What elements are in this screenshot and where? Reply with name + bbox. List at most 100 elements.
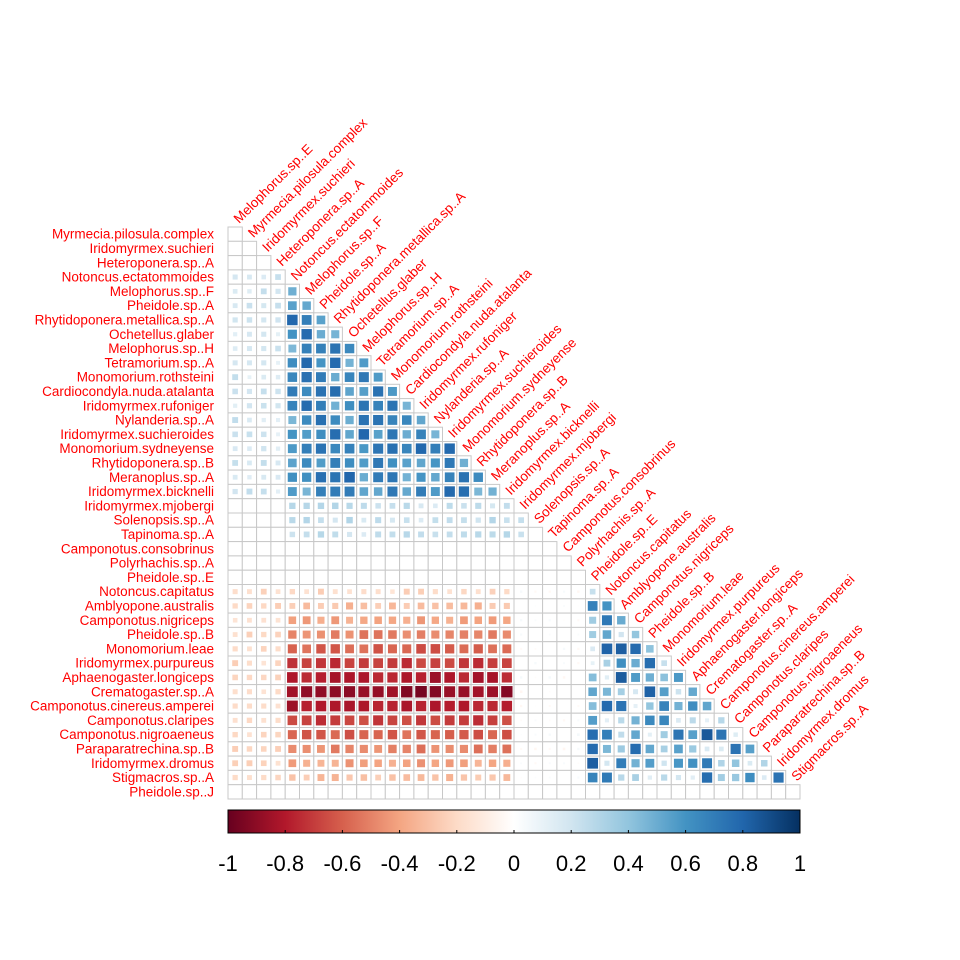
correlation-cell — [488, 487, 497, 496]
row-label: Iridomyrmex.suchieri — [89, 241, 214, 256]
correlation-cell — [246, 388, 253, 395]
correlation-cell — [631, 716, 640, 725]
cell-frame — [256, 541, 272, 557]
correlation-cell — [534, 661, 537, 665]
cell-frame — [370, 784, 386, 800]
correlation-cell — [402, 715, 412, 726]
row-label: Tetramorium.sp..A — [104, 355, 214, 370]
correlation-cell — [660, 731, 668, 739]
correlation-cell — [446, 517, 453, 524]
row-label: Iridomyrmex.mjobergi — [84, 498, 214, 513]
correlation-cell — [374, 616, 382, 625]
cell-frame — [427, 541, 444, 557]
cell-frame — [542, 655, 558, 671]
correlation-cell — [534, 676, 537, 679]
colorbar-tick-label: 0.6 — [670, 851, 701, 876]
correlation-cell — [644, 657, 656, 669]
correlation-cell — [673, 672, 683, 682]
correlation-cell — [387, 443, 398, 454]
correlation-cell — [316, 429, 326, 440]
correlation-cell — [315, 472, 327, 483]
correlation-cell — [332, 589, 338, 595]
correlation-cell — [587, 757, 599, 769]
correlation-cell — [275, 345, 281, 352]
correlation-cell — [260, 646, 267, 652]
correlation-cell — [373, 372, 383, 382]
cell-frame — [227, 784, 243, 800]
correlation-cell — [373, 487, 383, 496]
cell-frame — [484, 541, 501, 557]
correlation-cell — [345, 430, 354, 439]
cell-frame — [241, 569, 258, 586]
cell-frame — [442, 569, 458, 586]
correlation-cell — [232, 660, 239, 667]
correlation-cell — [315, 414, 327, 426]
correlation-cell — [562, 647, 566, 651]
correlation-cell — [261, 631, 267, 638]
correlation-cell — [488, 630, 497, 639]
correlation-cell — [519, 690, 523, 694]
correlation-cell — [403, 774, 411, 781]
correlation-cell — [389, 774, 396, 781]
correlation-cell — [631, 759, 640, 768]
correlation-cell — [316, 486, 326, 497]
correlation-cell — [444, 686, 456, 698]
cell-frame — [556, 684, 572, 700]
correlation-cell — [577, 662, 580, 665]
cell-frame — [699, 784, 715, 800]
correlation-cell — [275, 689, 281, 695]
correlation-cell — [475, 531, 482, 538]
correlation-cell — [315, 700, 327, 712]
correlation-cell — [315, 672, 327, 683]
correlation-cell — [416, 458, 426, 468]
cell-frame — [256, 526, 272, 543]
correlation-cell — [402, 487, 411, 496]
colorbar-tick-label: 0.4 — [613, 851, 644, 876]
correlation-cell — [375, 503, 381, 509]
correlation-cell — [445, 644, 455, 654]
correlation-cell — [503, 602, 510, 609]
correlation-cell — [359, 444, 369, 454]
correlation-cell — [332, 517, 338, 523]
correlation-cell — [301, 715, 312, 726]
correlation-cell — [459, 715, 469, 726]
cell-frame — [241, 498, 258, 514]
correlation-cell — [261, 303, 267, 309]
correlation-cell — [474, 759, 482, 767]
cell-frame — [527, 569, 544, 586]
correlation-cell — [430, 487, 440, 497]
correlation-cell — [387, 458, 398, 468]
correlation-cell — [489, 516, 496, 524]
correlation-cell — [473, 729, 484, 740]
correlation-cell — [473, 715, 484, 726]
cell-frame — [256, 555, 272, 571]
correlation-cell — [502, 715, 512, 726]
correlation-cell — [330, 429, 341, 440]
cell-frame — [756, 784, 772, 800]
correlation-cell — [260, 746, 267, 752]
correlation-cell — [520, 747, 523, 750]
cell-frame — [513, 541, 529, 557]
correlation-cell — [287, 314, 298, 326]
correlation-cell — [388, 630, 397, 639]
cell-frame — [499, 541, 515, 557]
correlation-cell — [261, 717, 267, 723]
correlation-cell — [287, 372, 298, 382]
cell-frame — [356, 541, 372, 557]
correlation-cell — [329, 672, 341, 683]
correlation-cell — [503, 616, 511, 624]
correlation-cell — [301, 729, 312, 740]
correlation-cell — [487, 700, 498, 712]
correlation-cell — [431, 616, 440, 624]
correlation-cell — [705, 718, 710, 723]
correlation-cell — [301, 315, 312, 325]
correlation-cell — [562, 719, 566, 722]
correlation-cell — [458, 472, 470, 483]
cell-frame — [427, 555, 444, 571]
correlation-cell — [458, 686, 470, 698]
correlation-cell — [358, 700, 370, 712]
correlation-cell — [431, 473, 440, 482]
correlation-cell — [718, 759, 725, 767]
row-label: Melophorus.sp..H — [108, 341, 214, 356]
correlation-cell — [232, 760, 239, 767]
